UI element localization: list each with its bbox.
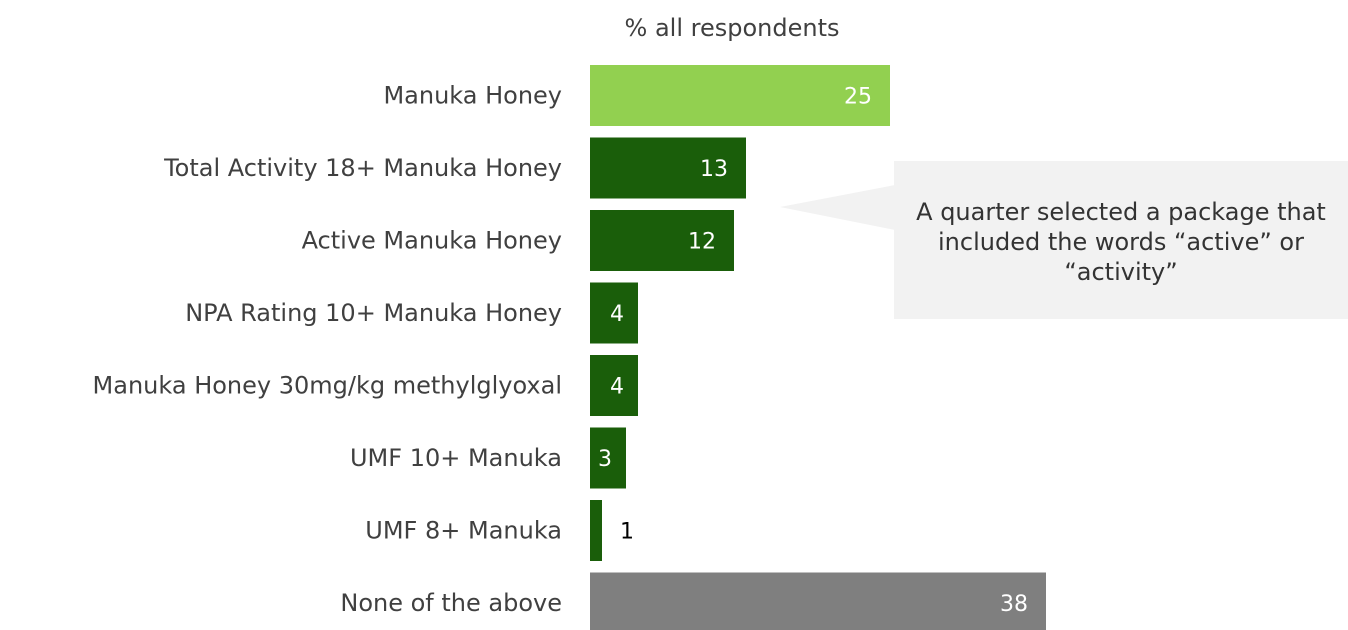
category-label: UMF 10+ Manuka (350, 444, 562, 472)
value-label: 13 (700, 157, 728, 182)
value-label: 25 (844, 85, 872, 110)
bar (590, 210, 734, 271)
callout-box: A quarter selected a package that includ… (894, 161, 1348, 319)
category-label: Manuka Honey 30mg/kg methylglyoxal (93, 372, 562, 400)
value-label: 38 (1000, 592, 1028, 617)
bar (590, 572, 1046, 630)
bar (590, 282, 638, 344)
bar (590, 500, 602, 561)
callout-text: A quarter selected a package that includ… (916, 198, 1326, 286)
bar (590, 427, 626, 489)
bars-group: Manuka Honey 25 Total Activity 18+ Manuka … (93, 65, 1046, 630)
category-label: Active Manuka Honey (302, 227, 562, 255)
value-label: 12 (688, 230, 716, 255)
category-label: Total Activity 18+ Manuka Honey (163, 154, 562, 182)
category-label: Manuka Honey (383, 82, 562, 110)
bar (590, 355, 638, 416)
value-label: 1 (620, 520, 634, 545)
callout-pointer (780, 185, 895, 230)
bar (590, 137, 746, 199)
category-label: None of the above (340, 589, 562, 617)
value-label: 3 (598, 447, 612, 472)
category-label: UMF 8+ Manuka (365, 517, 562, 545)
chart-title: % all respondents (625, 14, 840, 42)
category-label: NPA Rating 10+ Manuka Honey (185, 299, 562, 327)
value-label: 4 (610, 375, 624, 400)
bar (590, 65, 890, 126)
value-label: 4 (610, 302, 624, 327)
